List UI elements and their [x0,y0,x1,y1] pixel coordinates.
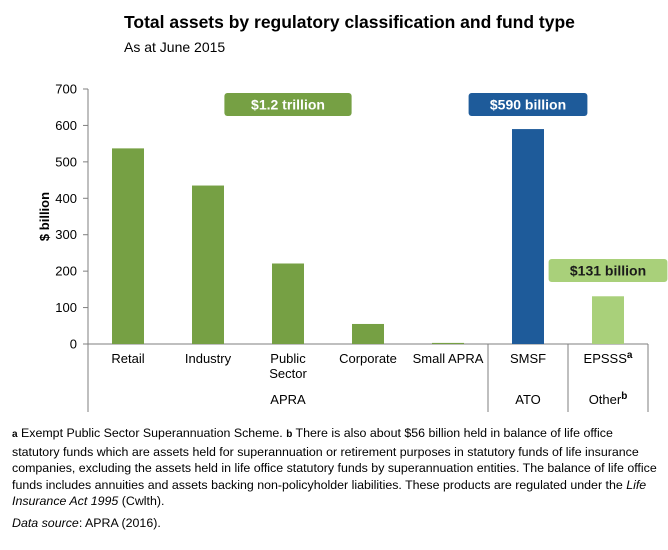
bar [192,185,224,344]
y-tick-label: 400 [55,191,77,206]
group-label: Otherb [589,391,628,407]
bar [272,263,304,344]
act-name: Life Insurance Act 1995 [12,477,647,509]
x-tick-label: Public [270,351,306,366]
bar [592,296,624,344]
footnote-text: a Exempt Public Sector Superannuation Sc… [12,425,660,510]
data-source: Data source: APRA (2016). [12,515,660,532]
footnotes: a Exempt Public Sector Superannuation Sc… [12,425,660,531]
x-tick-label: SMSF [510,351,546,366]
y-tick-label: 500 [55,154,77,169]
group-label: ATO [515,392,541,407]
footnote-a-marker: a [12,429,18,440]
bar [512,129,544,344]
data-source-text: : APRA (2016). [78,515,161,530]
bar [352,323,384,344]
y-tick-label: 700 [55,82,77,97]
bar-chart: 0 100 200 300 400 500 600 700 $ billion Retail Ind… [37,82,668,412]
callout-box [548,259,668,282]
footnote-b: There is also about $56 billion held in … [12,426,657,492]
y-tick-label: 600 [55,118,77,133]
y-tick-label: 0 [70,337,77,352]
y-axis-title: $ billion [37,192,52,241]
data-source-label: Data source [12,515,79,530]
x-tick-label: Industry [185,351,232,366]
callout-box [468,93,588,116]
x-tick-label: Small APRA [413,351,484,366]
chart-subtitle: As at June 2015 [124,39,226,55]
callout-box [224,93,352,116]
chart-title: Total assets by regulatory classificatio… [124,12,575,32]
act-suffix: (Cwlth). [118,494,165,508]
callout-label: $1.2 trillion [251,97,325,113]
y-tick-label: 300 [55,227,77,242]
callout-label: $590 billion [490,97,566,113]
group-label: APRA [270,392,306,407]
x-tick-label: Retail [111,351,144,366]
x-tick-label: EPSSSa [584,350,633,366]
y-tick-label: 100 [55,300,77,315]
footnote-a: Exempt Public Sector Superannuation Sche… [17,426,287,440]
x-tick-label: Sector [269,366,307,381]
callout-label: $131 billion [570,263,646,279]
bar [432,342,464,344]
y-tick-label: 200 [55,264,77,279]
x-tick-label: Corporate [339,351,397,366]
footnote-b-marker: b [286,429,293,440]
bar [112,148,144,344]
